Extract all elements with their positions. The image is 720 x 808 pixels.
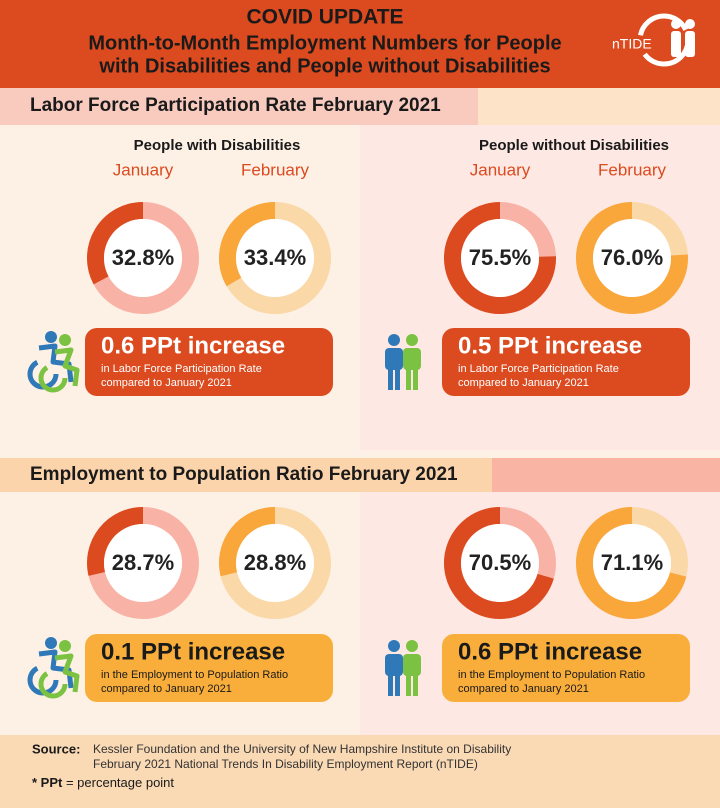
donut-hole (236, 219, 314, 297)
icon-body (54, 653, 80, 693)
donut-arc (576, 507, 687, 619)
callout-note: in Labor Force Participation Rate (101, 363, 262, 375)
donut-label: 33.4% (244, 245, 306, 270)
icon-head (45, 637, 57, 649)
section-band (0, 458, 492, 492)
donut-label: 71.1% (601, 550, 663, 575)
subtitle: Month-to-Month Employment Numbers for Pe… (88, 32, 561, 54)
callout-change: 0.1 PPt increase (101, 638, 285, 665)
logo-body (671, 31, 681, 57)
icon-body (403, 654, 421, 676)
icon-head (406, 334, 418, 346)
donut-hole (461, 219, 539, 297)
callout-change: 0.6 PPt increase (458, 638, 642, 665)
title: COVID UPDATE (246, 6, 403, 29)
donut-label: 70.5% (469, 550, 531, 575)
donut-hole (104, 524, 182, 602)
logo: nTIDE (612, 13, 695, 67)
callout-box (442, 634, 690, 702)
icon-leg (395, 368, 400, 390)
header-band (0, 0, 720, 88)
donut-hole (236, 524, 314, 602)
donut-hole (593, 219, 671, 297)
donut-label: 32.8% (112, 245, 174, 270)
icon-head (388, 640, 400, 652)
logo-body (685, 31, 695, 57)
icon-leg (413, 368, 418, 390)
source-label: Source: (32, 741, 80, 756)
donut-label: 28.8% (244, 550, 306, 575)
source-text: February 2021 National Trends In Disabil… (93, 757, 478, 771)
callout-note: compared to January 2021 (458, 377, 589, 389)
callout-note: compared to January 2021 (101, 377, 232, 389)
donut-hole (593, 524, 671, 602)
section-heading: Labor Force Participation Rate February … (30, 95, 441, 116)
callout-box (442, 328, 690, 396)
donut-label: 28.7% (112, 550, 174, 575)
footnote-def: = percentage point (66, 775, 174, 790)
icon-leg (395, 674, 400, 696)
month-label: January (470, 160, 531, 179)
icon-body (54, 347, 80, 387)
donut-arc (444, 507, 554, 619)
callout-box (85, 634, 333, 702)
donut-arc (87, 507, 144, 576)
callout-change: 0.6 PPt increase (101, 332, 285, 359)
month-label: February (241, 160, 310, 179)
icon-head (388, 334, 400, 346)
icon-leg (413, 674, 418, 696)
donut-label: 75.5% (469, 245, 531, 270)
section-band (0, 88, 478, 125)
group-title: People with Disabilities (134, 137, 301, 154)
subtitle: with Disabilities and People without Dis… (98, 55, 550, 77)
icon-leg (388, 368, 393, 390)
icon-body (385, 654, 403, 676)
logo-head (671, 19, 681, 29)
icon-head (59, 640, 71, 652)
icon-body (385, 348, 403, 370)
callout-note: in Labor Force Participation Rate (458, 363, 619, 375)
donut-label: 76.0% (601, 245, 663, 270)
donut-arc (576, 202, 688, 314)
month-label: February (598, 160, 667, 179)
group-title: People without Disabilities (479, 137, 669, 154)
callout-box (85, 328, 333, 396)
footer-band (0, 735, 720, 808)
logo-text: nTIDE (612, 36, 652, 52)
icon-leg (388, 674, 393, 696)
donut-hole (104, 219, 182, 297)
section-heading: Employment to Population Ratio February … (30, 464, 458, 485)
donut-arc (219, 202, 276, 287)
callout-note: in the Employment to Population Ratio (101, 669, 288, 681)
callout-change: 0.5 PPt increase (458, 332, 642, 359)
icon-body (403, 348, 421, 370)
donut-arc (87, 202, 144, 285)
footnote: * PPt = percentage point (32, 775, 174, 790)
icon-head (59, 334, 71, 346)
footnote-term: * PPt (32, 775, 63, 790)
panel-bg (0, 450, 720, 458)
donut-hole (461, 524, 539, 602)
icon-leg (406, 368, 411, 390)
icon-wheel (38, 363, 68, 393)
icon-wheel (38, 669, 68, 699)
callout-note: in the Employment to Population Ratio (458, 669, 645, 681)
icon-head (406, 640, 418, 652)
donut-arc (444, 202, 556, 314)
callout-note: compared to January 2021 (458, 683, 589, 695)
donut-arc (219, 507, 276, 577)
month-label: January (113, 160, 174, 179)
icon-leg (406, 674, 411, 696)
source-text: Kessler Foundation and the University of… (93, 742, 511, 756)
callout-note: compared to January 2021 (101, 683, 232, 695)
logo-head (685, 19, 695, 29)
icon-head (45, 331, 57, 343)
